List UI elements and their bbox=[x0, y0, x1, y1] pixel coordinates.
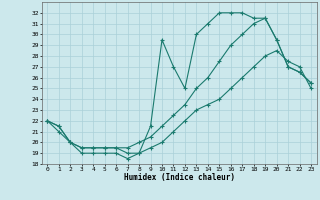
X-axis label: Humidex (Indice chaleur): Humidex (Indice chaleur) bbox=[124, 173, 235, 182]
